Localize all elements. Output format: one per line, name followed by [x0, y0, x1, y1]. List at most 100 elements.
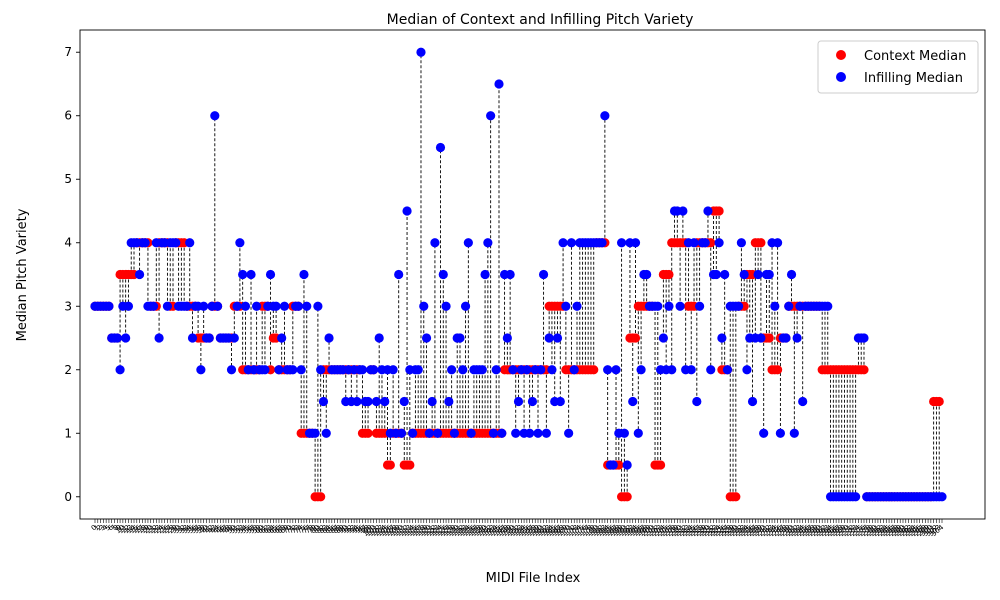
infilling-point — [742, 365, 752, 375]
infilling-point — [488, 428, 499, 438]
infilling-point — [352, 396, 362, 407]
y-axis-ticks: 0 1 2 3 4 5 6 7 — [64, 45, 80, 504]
infilling-point — [511, 428, 521, 438]
infilling-point — [541, 428, 551, 438]
infilling-point — [937, 492, 947, 502]
infilling-point — [798, 396, 808, 407]
infilling-point — [463, 238, 473, 248]
x-tick-label: 62 — [259, 523, 271, 535]
x-tick-label: 23 — [150, 523, 162, 535]
x-tick-label: 6 — [106, 523, 115, 532]
y-tick-label: 0 — [64, 490, 72, 504]
x-tick-label: 71 — [284, 523, 296, 535]
y-tick-label: 1 — [64, 426, 72, 440]
infilling-point — [363, 396, 373, 407]
infilling-point — [438, 269, 448, 280]
infilling-point — [196, 365, 206, 375]
y-axis-label: Median Pitch Variety — [15, 208, 30, 341]
infilling-point — [302, 301, 312, 311]
infilling-point — [502, 333, 512, 343]
y-tick-label: 2 — [64, 363, 72, 377]
context-point — [385, 460, 395, 470]
context-median-series — [90, 206, 944, 502]
infilling-point — [140, 238, 150, 248]
x-tick-label: 35 — [184, 523, 196, 535]
infilling-point — [238, 269, 248, 280]
x-tick-label: 10 — [114, 523, 126, 535]
context-point — [731, 492, 741, 502]
x-tick-label: 63 — [262, 523, 274, 535]
infilling-point — [483, 238, 493, 248]
x-tick-label: 28 — [164, 523, 176, 535]
infilling-point — [739, 269, 749, 280]
context-point — [405, 460, 415, 470]
infilling-point — [773, 238, 783, 248]
infilling-point — [416, 47, 426, 57]
infilling-point — [555, 396, 565, 407]
x-tick-label: 50 — [226, 523, 238, 535]
x-tick-label: 69 — [279, 523, 291, 535]
infilling-point — [265, 269, 276, 280]
infilling-point — [786, 269, 797, 280]
infilling-point — [318, 396, 329, 407]
infilling-point — [279, 301, 290, 311]
infilling-point — [664, 301, 674, 311]
infilling-point — [508, 365, 518, 375]
infilling-point — [525, 428, 535, 438]
infilling-point — [424, 428, 434, 438]
infilling-point — [789, 428, 799, 438]
infilling-point — [433, 428, 443, 438]
x-tick-label: 22 — [148, 523, 160, 535]
x-tick-label: 9 — [115, 523, 124, 532]
infilling-point — [313, 301, 323, 311]
infilling-point — [667, 365, 677, 375]
infilling-point — [374, 333, 384, 343]
infilling-point — [642, 269, 652, 280]
infilling-point — [633, 428, 643, 438]
infilling-point — [608, 460, 618, 470]
infilling-point — [616, 238, 627, 248]
x-tick-label: 3 — [98, 523, 107, 532]
y-tick-label: 3 — [64, 299, 72, 313]
infilling-point — [480, 269, 490, 280]
x-axis-label: MIDI File Index — [486, 571, 581, 586]
context-point — [934, 396, 944, 407]
x-tick-label: 41 — [201, 523, 213, 535]
infilling-point — [210, 111, 220, 121]
infilling-point — [444, 396, 454, 407]
infilling-point — [371, 396, 382, 407]
infilling-point — [134, 269, 145, 280]
x-tick-label: 78 — [304, 523, 316, 535]
infilling-point — [706, 365, 716, 375]
infilling-point — [477, 365, 487, 375]
x-tick-label: 60 — [253, 523, 265, 535]
x-tick-label: 57 — [245, 523, 257, 535]
x-tick-label: 45 — [212, 523, 224, 535]
infilling-point — [229, 333, 239, 343]
context-point — [655, 460, 666, 470]
infilling-point — [536, 365, 546, 375]
x-tick-label: 21 — [145, 523, 157, 535]
infilling-point — [603, 365, 613, 375]
dashed-connectors — [119, 52, 940, 497]
infilling-point — [566, 238, 577, 248]
infilling-point — [182, 301, 192, 311]
x-tick-label: 31 — [173, 523, 185, 535]
x-tick-label: 81 — [312, 523, 324, 535]
infilling-point — [558, 238, 568, 248]
x-tick-label: 8 — [112, 523, 121, 532]
infilling-point — [447, 365, 457, 375]
x-tick-label: 98 — [359, 523, 371, 535]
x-tick-label: 59 — [251, 523, 263, 535]
x-tick-label: 92 — [343, 523, 355, 535]
infilling-point — [597, 238, 607, 248]
infilling-point — [658, 333, 668, 343]
infilling-point — [123, 301, 134, 311]
x-tick-label: 89 — [334, 523, 346, 535]
infilling-point — [686, 365, 696, 375]
infilling-point — [274, 365, 284, 375]
infilling-point — [497, 428, 507, 438]
context-point — [773, 365, 783, 375]
x-tick-label: 42 — [203, 523, 215, 535]
infilling-point — [199, 301, 209, 311]
